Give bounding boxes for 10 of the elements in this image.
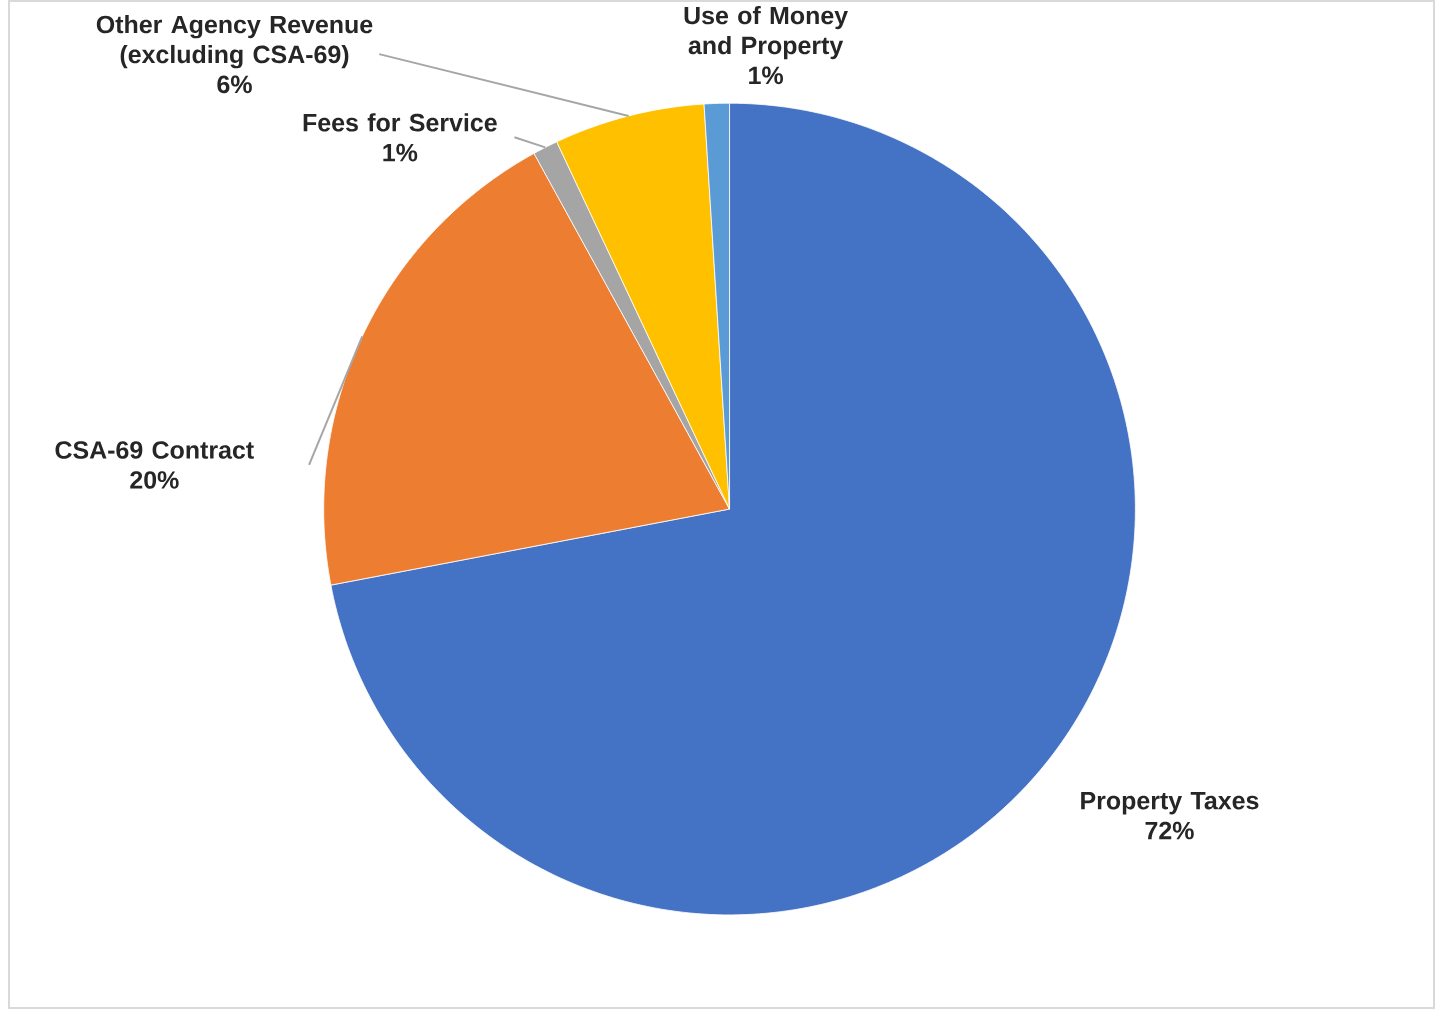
data-label: 1%: [749, 66, 783, 85]
data-label: 6%: [217, 75, 252, 94]
slice-label: Fees for Service: [303, 113, 497, 132]
data-label: 1%: [383, 143, 418, 162]
data-label: 20%: [130, 471, 179, 489]
data-label: 72%: [1145, 821, 1194, 840]
slice-label: CSA-69 Contract: [55, 441, 254, 459]
slice-label: Property Taxes: [1081, 792, 1259, 815]
slice-label: Use of Money and Property: [684, 5, 848, 60]
slice-label: Other Agency Revenue (excluding CSA-69): [96, 14, 373, 69]
